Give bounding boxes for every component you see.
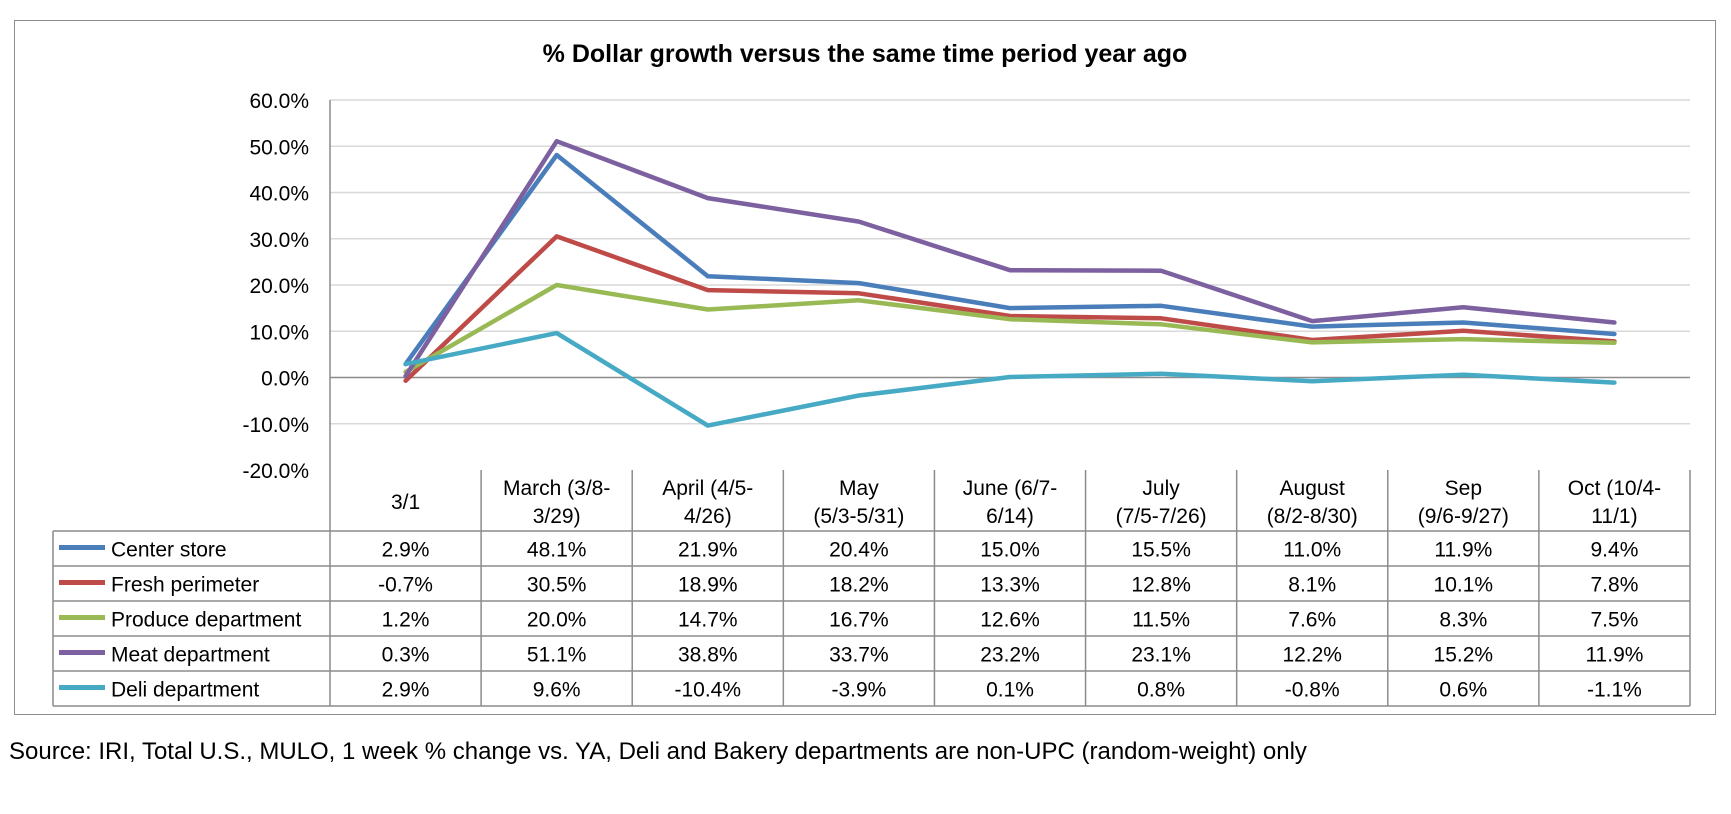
x-category-label: (5/3-5/31) bbox=[813, 505, 904, 528]
series-line-meat-department bbox=[403, 138, 1617, 379]
data-label: 12.8% bbox=[1131, 574, 1191, 597]
data-label: 13.3% bbox=[980, 574, 1040, 597]
data-label: 12.6% bbox=[980, 609, 1040, 632]
data-label: 7.8% bbox=[1591, 574, 1639, 597]
x-category-label: (8/2-8/30) bbox=[1267, 505, 1358, 528]
data-label: 38.8% bbox=[678, 644, 738, 667]
data-label: 0.6% bbox=[1439, 679, 1487, 702]
data-label: 10.1% bbox=[1434, 574, 1494, 597]
data-label: 12.2% bbox=[1282, 644, 1342, 667]
x-category-label: 4/26) bbox=[684, 505, 732, 528]
y-tick-label: 60.0% bbox=[249, 90, 309, 113]
source-note: Source: IRI, Total U.S., MULO, 1 week % … bbox=[9, 738, 1307, 765]
legend-label: Produce department bbox=[111, 609, 301, 632]
data-label: -3.9% bbox=[831, 679, 886, 702]
x-category-label: 6/14) bbox=[986, 505, 1034, 528]
series-line-center-store bbox=[403, 152, 1617, 367]
data-label: 14.7% bbox=[678, 609, 738, 632]
data-label: 15.5% bbox=[1131, 539, 1191, 562]
data-label: 7.6% bbox=[1288, 609, 1336, 632]
data-label: 33.7% bbox=[829, 644, 889, 667]
data-label: -0.8% bbox=[1285, 679, 1340, 702]
x-category-label: Oct (10/4- bbox=[1568, 477, 1661, 500]
data-label: 11.9% bbox=[1434, 539, 1492, 562]
legend-label: Center store bbox=[111, 539, 227, 562]
data-label: 51.1% bbox=[527, 644, 587, 667]
data-label: 11.9% bbox=[1585, 644, 1643, 667]
data-label: 8.1% bbox=[1288, 574, 1336, 597]
legend-label: Deli department bbox=[111, 679, 259, 702]
legend-label: Fresh perimeter bbox=[111, 574, 259, 597]
x-category-label: Sep bbox=[1445, 477, 1482, 500]
data-label: 18.9% bbox=[678, 574, 738, 597]
series-line-deli-department bbox=[403, 330, 1617, 428]
y-tick-label: -10.0% bbox=[242, 414, 309, 437]
data-label: 20.4% bbox=[829, 539, 889, 562]
x-category-label: June (6/7- bbox=[963, 477, 1058, 500]
series-line-fresh-perimeter bbox=[403, 234, 1617, 383]
y-tick-label: -20.0% bbox=[242, 460, 309, 483]
chart-title: % Dollar growth versus the same time per… bbox=[543, 40, 1188, 68]
data-label: 18.2% bbox=[829, 574, 889, 597]
x-category-label: March (3/8- bbox=[503, 477, 610, 500]
y-tick-label: 0.0% bbox=[261, 368, 309, 391]
data-label: 7.5% bbox=[1591, 609, 1639, 632]
x-category-label: 3/29) bbox=[533, 505, 581, 528]
x-category-label: (7/5-7/26) bbox=[1116, 505, 1207, 528]
data-label: 0.1% bbox=[986, 679, 1034, 702]
data-label: 23.2% bbox=[980, 644, 1040, 667]
data-label: 9.6% bbox=[533, 679, 581, 702]
y-tick-label: 20.0% bbox=[249, 275, 309, 298]
x-category-label: May bbox=[839, 477, 879, 500]
data-label: 11.5% bbox=[1132, 609, 1190, 632]
y-tick-label: 40.0% bbox=[249, 183, 309, 206]
data-label: 21.9% bbox=[678, 539, 738, 562]
data-label: 15.2% bbox=[1434, 644, 1494, 667]
data-label: 1.2% bbox=[382, 609, 430, 632]
x-category-label: 11/1) bbox=[1591, 505, 1637, 528]
series-line-produce-department bbox=[403, 282, 1617, 375]
data-label: 0.8% bbox=[1137, 679, 1185, 702]
data-label: -1.1% bbox=[1587, 679, 1642, 702]
x-category-label: 3/1 bbox=[391, 491, 420, 514]
data-label: 16.7% bbox=[829, 609, 889, 632]
y-tick-label: 30.0% bbox=[249, 229, 309, 252]
data-label: 9.4% bbox=[1591, 539, 1639, 562]
data-label: 48.1% bbox=[527, 539, 587, 562]
y-tick-label: 10.0% bbox=[249, 321, 309, 344]
y-tick-label: 50.0% bbox=[249, 136, 309, 159]
data-label: 23.1% bbox=[1131, 644, 1191, 667]
data-label: 8.3% bbox=[1439, 609, 1487, 632]
x-category-label: August bbox=[1280, 477, 1346, 500]
data-label: 0.3% bbox=[382, 644, 430, 667]
data-label: 30.5% bbox=[527, 574, 587, 597]
chart-frame bbox=[14, 20, 1716, 715]
data-label: 15.0% bbox=[980, 539, 1040, 562]
x-category-label: July bbox=[1142, 477, 1180, 500]
data-label: 2.9% bbox=[382, 679, 430, 702]
x-category-label: April (4/5- bbox=[662, 477, 753, 500]
data-label: 20.0% bbox=[527, 609, 587, 632]
data-label: 2.9% bbox=[382, 539, 430, 562]
data-label: 11.0% bbox=[1283, 539, 1341, 562]
legend-label: Meat department bbox=[111, 644, 270, 667]
x-category-label: (9/6-9/27) bbox=[1418, 505, 1509, 528]
data-label: -10.4% bbox=[675, 679, 742, 702]
data-label: -0.7% bbox=[378, 574, 433, 597]
